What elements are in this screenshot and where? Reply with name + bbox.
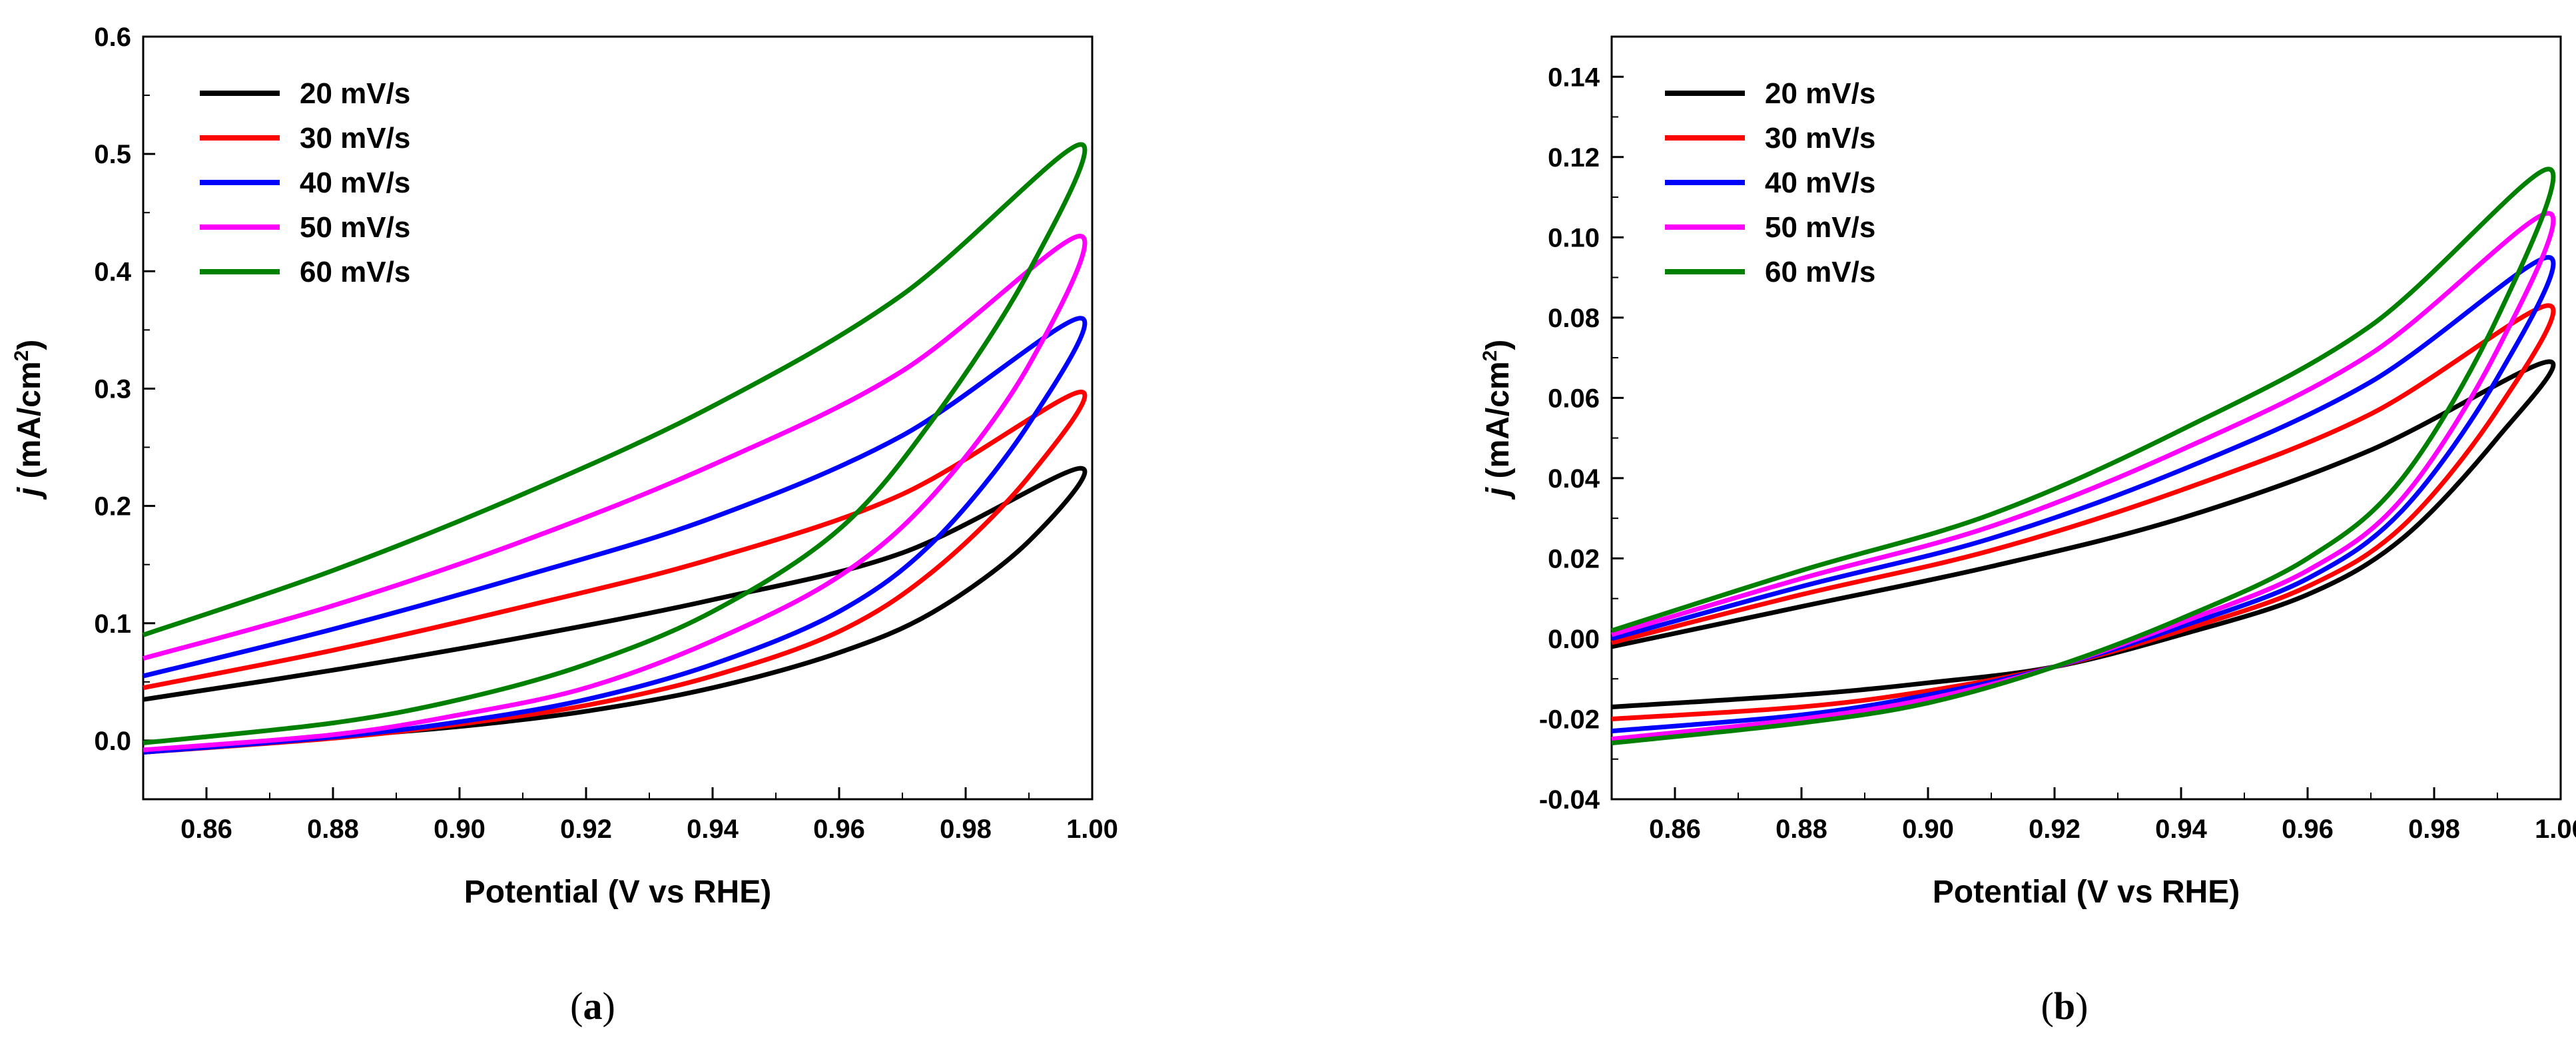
x-tick-label: 0.98 bbox=[940, 815, 992, 844]
legend-label: 60 mV/s bbox=[300, 256, 410, 288]
x-tick-label: 0.92 bbox=[2029, 815, 2081, 844]
panel-caption: (b) bbox=[2041, 984, 2089, 1028]
y-tick-label: 0.4 bbox=[94, 257, 131, 286]
y-tick-label: -0.02 bbox=[1539, 705, 1600, 734]
y-tick-label: 0.12 bbox=[1548, 143, 1600, 173]
plot-frame bbox=[142, 35, 1094, 801]
x-tick-label: 0.98 bbox=[2408, 815, 2460, 844]
x-tick-label: 1.00 bbox=[2535, 815, 2576, 844]
series-line-60-mv-s bbox=[1610, 167, 2556, 746]
y-tick-label: 0.04 bbox=[1548, 464, 1600, 494]
y-tick-label: 0.2 bbox=[94, 492, 131, 522]
legend-label: 30 mV/s bbox=[1765, 122, 1875, 155]
x-tick-label: 0.96 bbox=[813, 815, 865, 844]
y-axis-title: j (mA/cm2) bbox=[1479, 340, 1516, 500]
chart-panel-a: 0.86 0.88 0.90 0.92 0.94 0.96 0.98 1.00 0.0 0.1 0.… bbox=[11, 23, 1118, 1028]
x-axis-title: Potential (V vs RHE) bbox=[1933, 874, 2240, 910]
y-tick-label: 0.5 bbox=[94, 140, 131, 169]
legend-label: 40 mV/s bbox=[300, 167, 410, 199]
series-line-50-mv-s bbox=[143, 233, 1088, 753]
y-tick-label: 0.14 bbox=[1548, 63, 1600, 92]
x-tick-label: 0.88 bbox=[307, 815, 359, 844]
y-tick-label: 0.6 bbox=[94, 23, 131, 52]
y-tick-label: 0.08 bbox=[1548, 304, 1600, 333]
x-tick-label: 1.00 bbox=[1066, 815, 1118, 844]
legend-label: 20 mV/s bbox=[300, 77, 410, 110]
legend-label: 20 mV/s bbox=[1765, 77, 1875, 110]
y-tick-label: 0.1 bbox=[94, 609, 131, 639]
x-tick-label: 0.92 bbox=[560, 815, 612, 844]
legend-label: 30 mV/s bbox=[300, 122, 410, 155]
legend-label: 50 mV/s bbox=[300, 211, 410, 244]
series-line-40-mv-s bbox=[143, 316, 1088, 755]
series-line-20-mv-s bbox=[143, 466, 1088, 755]
x-tick-label: 0.94 bbox=[2155, 815, 2208, 844]
series-line-30-mv-s bbox=[143, 390, 1088, 755]
legend-label: 50 mV/s bbox=[1765, 211, 1875, 244]
y-tick-label: 0.02 bbox=[1548, 544, 1600, 573]
x-tick-label: 0.88 bbox=[1775, 815, 1827, 844]
series-line-60-mv-s bbox=[142, 142, 1088, 745]
legend-label: 40 mV/s bbox=[1765, 167, 1875, 199]
y-tick-label: 0.06 bbox=[1548, 384, 1600, 413]
y-tick-label: 0.3 bbox=[94, 374, 131, 404]
x-tick-label: 0.96 bbox=[2282, 815, 2334, 844]
y-tick-label: 0.00 bbox=[1548, 625, 1600, 654]
panel-caption: (a) bbox=[570, 984, 615, 1028]
x-axis-title: Potential (V vs RHE) bbox=[464, 874, 771, 910]
plot-frame bbox=[1610, 35, 2562, 801]
series-line-30-mv-s bbox=[1611, 303, 2556, 721]
x-tick-label: 0.94 bbox=[687, 815, 739, 844]
x-tick-label: 0.86 bbox=[1649, 815, 1701, 844]
y-tick-label: 0.0 bbox=[94, 727, 131, 756]
y-tick-label: -0.04 bbox=[1539, 785, 1600, 815]
y-tick-label: 0.10 bbox=[1548, 223, 1600, 252]
x-tick-label: 0.90 bbox=[1902, 815, 1954, 844]
x-tick-label: 0.86 bbox=[180, 815, 232, 844]
series-line-40-mv-s bbox=[1611, 254, 2556, 734]
series-line-50-mv-s bbox=[1611, 210, 2556, 742]
legend-label: 60 mV/s bbox=[1765, 256, 1875, 288]
series-line-20-mv-s bbox=[1611, 359, 2556, 709]
y-axis-title: j (mA/cm2) bbox=[11, 340, 47, 500]
x-tick-label: 0.90 bbox=[434, 815, 485, 844]
chart-panel-b: 0.86 0.88 0.90 0.92 0.94 0.96 0.98 1.00 -0.04 -0.… bbox=[1479, 35, 2576, 1028]
